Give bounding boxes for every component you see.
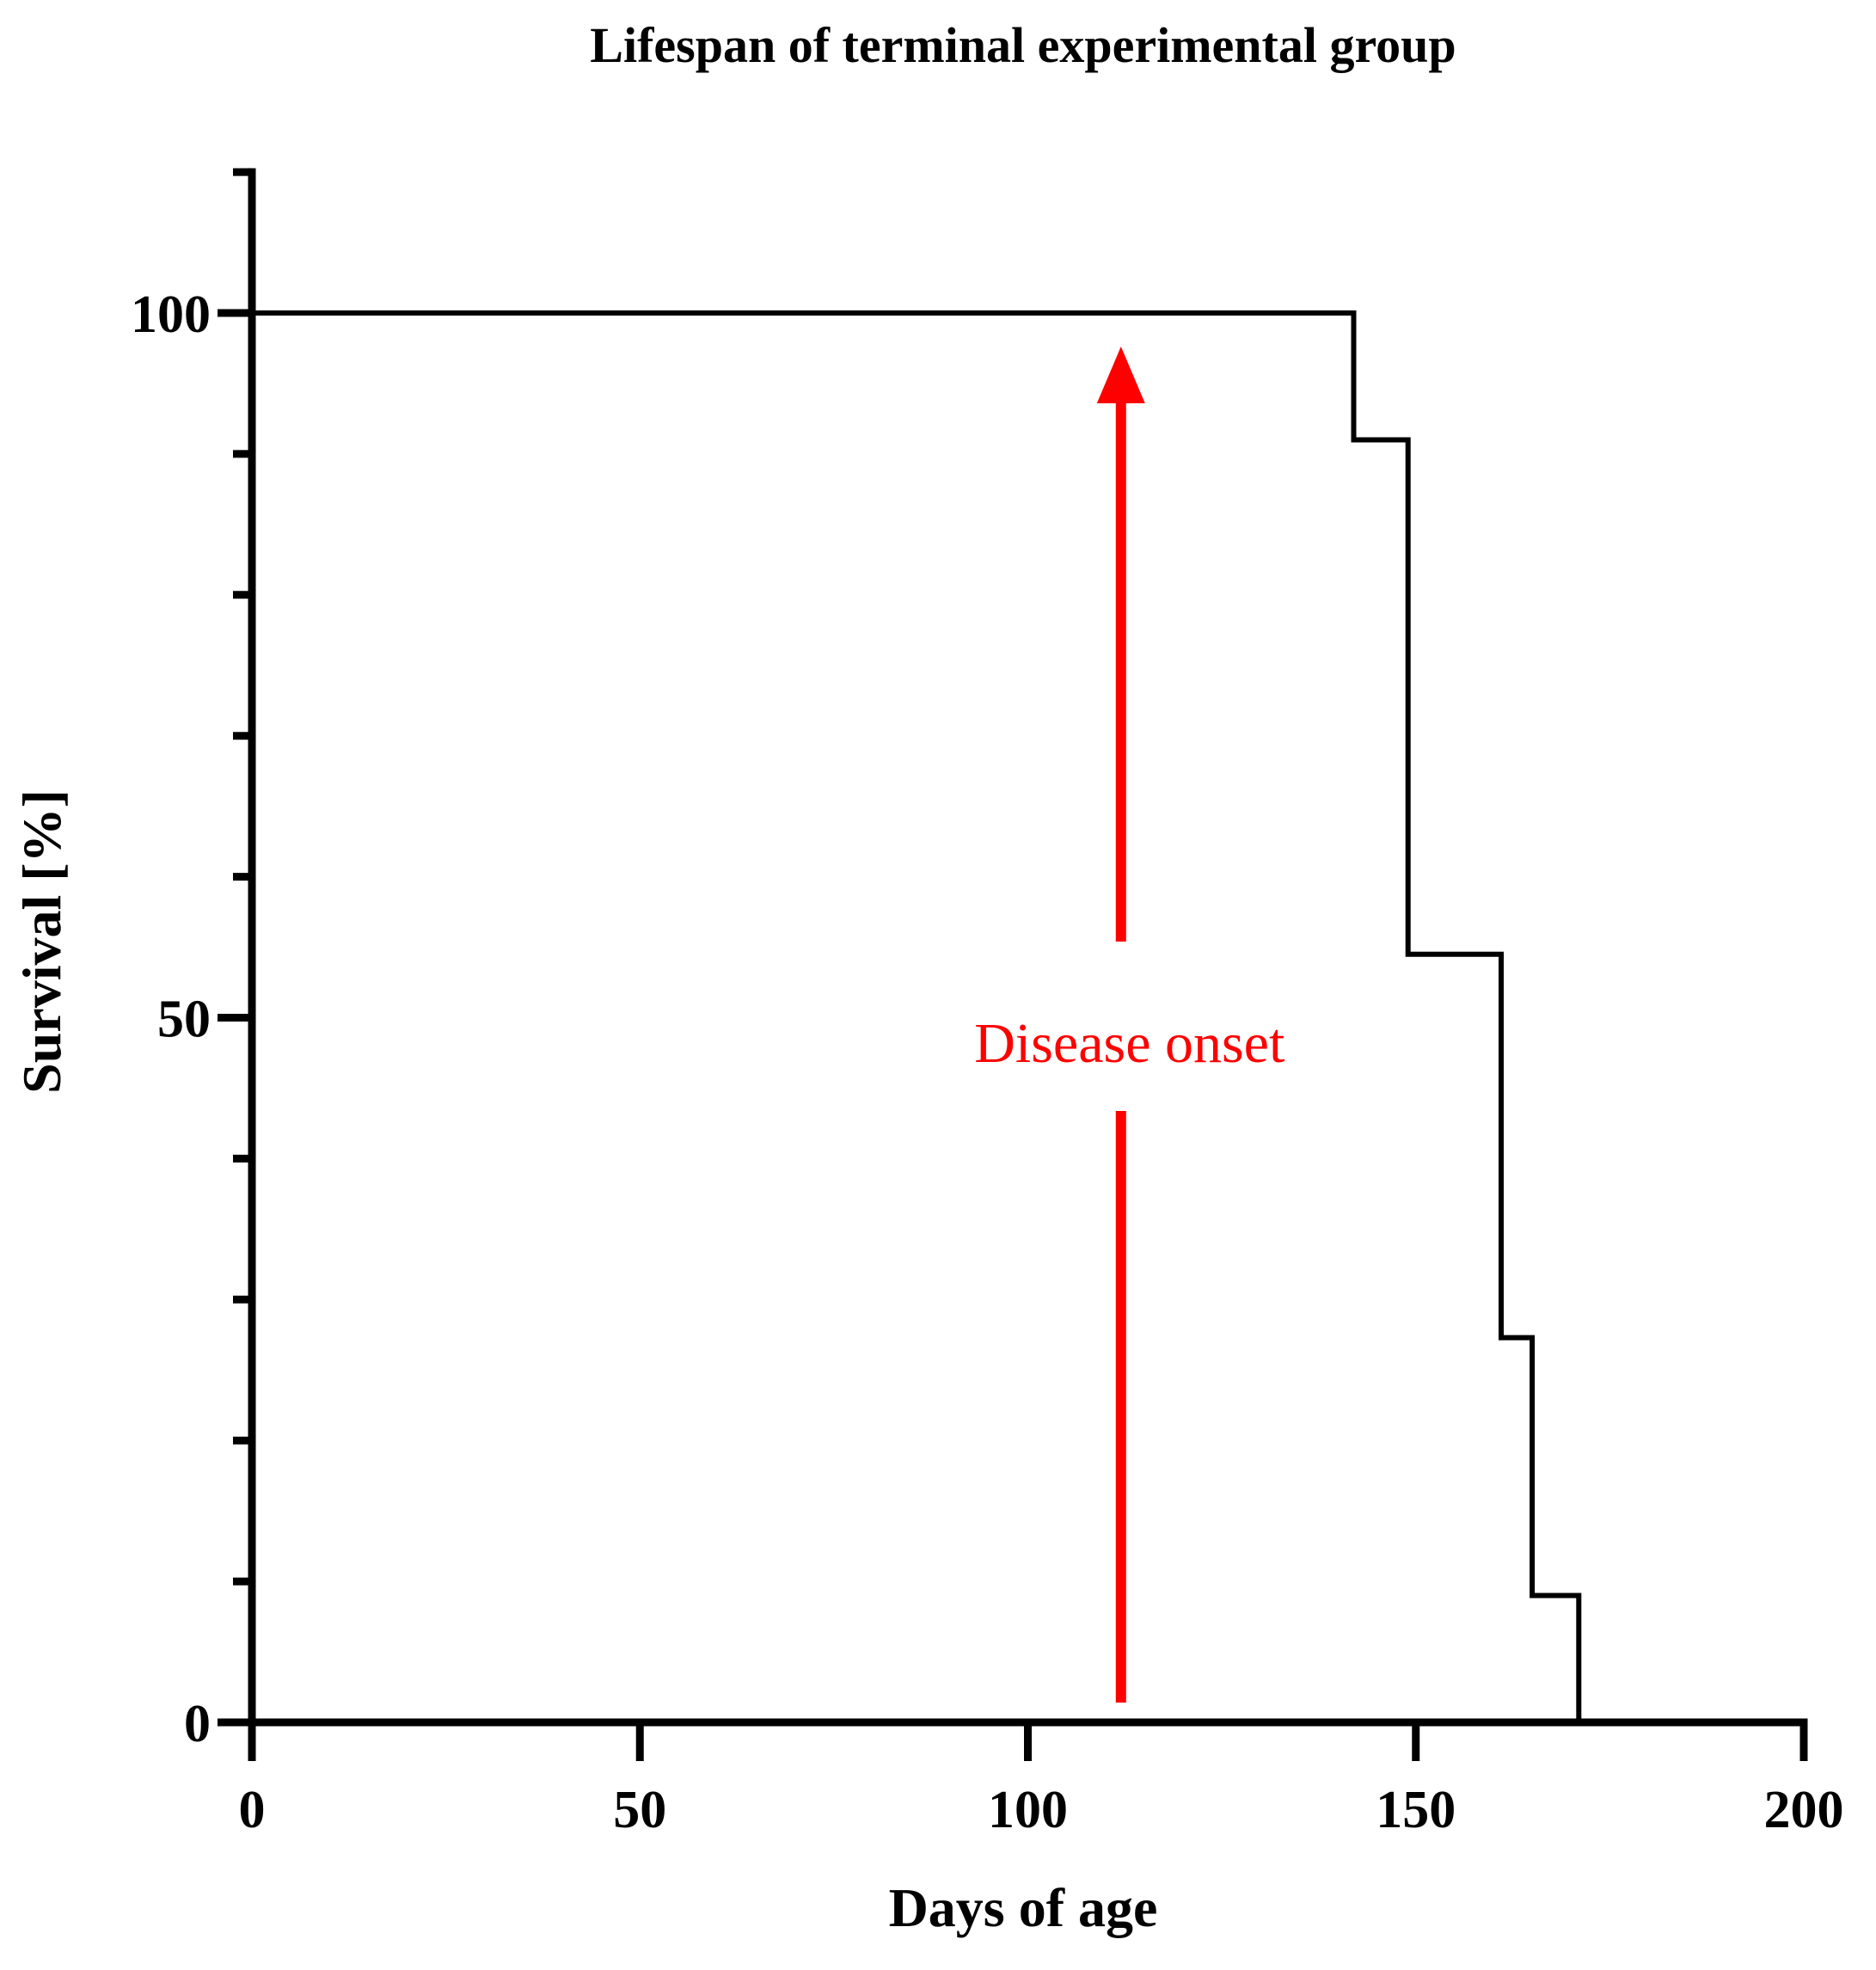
axes: 0 50 100 0 50 100 150 200 (131, 168, 1844, 1839)
survival-step-line (252, 310, 1582, 1722)
x-axis-label: Days of age (889, 1877, 1158, 1938)
series-layer (252, 310, 1582, 1722)
y-tick-label: 0 (184, 1695, 211, 1753)
y-tick-label: 100 (131, 285, 211, 344)
x-tick-label: 50 (613, 1781, 666, 1839)
x-tick-label: 0 (239, 1781, 266, 1839)
chart-title: Lifespan of terminal experimental group (590, 17, 1456, 73)
y-axis-label: Survival [%] (11, 789, 72, 1094)
annotation-layer: Disease onset (974, 347, 1284, 1703)
disease-onset-label: Disease onset (974, 1012, 1284, 1075)
onset-arrowhead (1096, 347, 1145, 403)
x-tick-label: 150 (1376, 1781, 1456, 1839)
x-tick-label: 100 (988, 1781, 1068, 1839)
x-tick-label: 200 (1764, 1781, 1844, 1839)
y-tick-label: 50 (157, 991, 211, 1049)
